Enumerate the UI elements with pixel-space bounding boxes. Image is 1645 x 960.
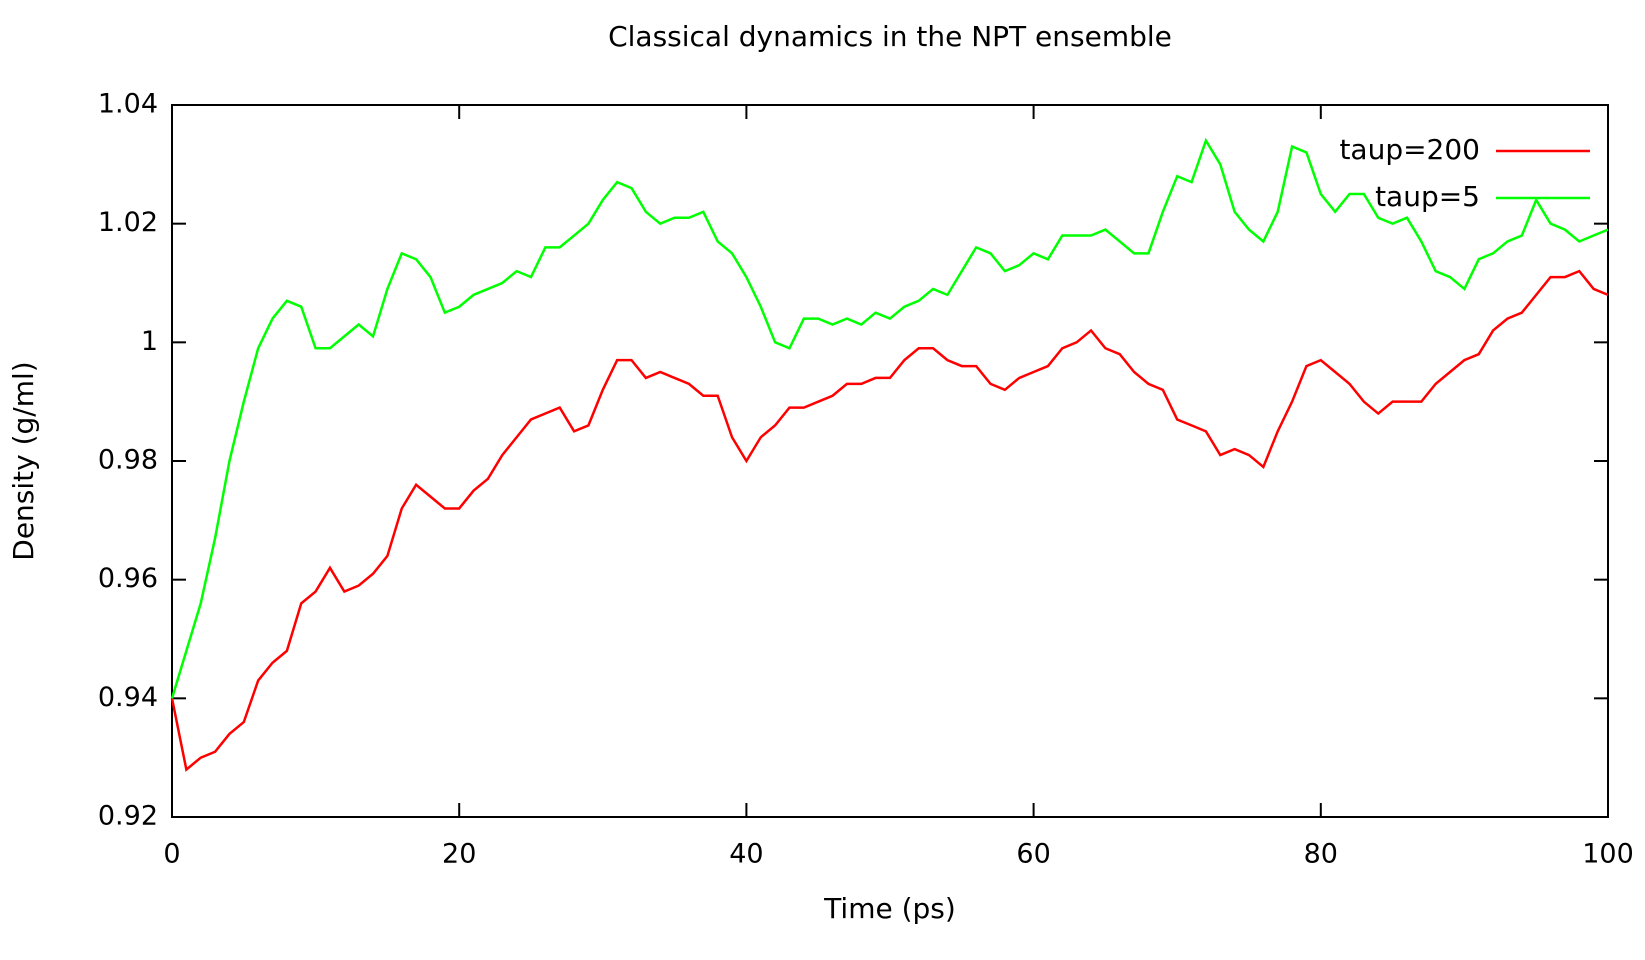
x-tick-label: 60	[1016, 839, 1050, 870]
y-tick-label: 0.92	[98, 801, 158, 832]
data-line	[170, 269, 1609, 772]
y-axis-label: Density (g/ml)	[7, 361, 40, 560]
x-tick-label: 20	[442, 839, 476, 870]
x-axis-label: Time (ps)	[823, 892, 956, 925]
chart-title: Classical dynamics in the NPT ensemble	[608, 20, 1172, 53]
x-tick-label: 0	[163, 839, 180, 870]
y-tick-label: 0.98	[98, 445, 158, 476]
x-tick-label: 80	[1304, 839, 1338, 870]
y-tick-label: 1.02	[98, 207, 158, 238]
y-tick-label: 1	[141, 326, 158, 357]
x-tick-label: 40	[729, 839, 763, 870]
y-tick-label: 0.96	[98, 563, 158, 594]
legend-label: taup=5	[1375, 180, 1480, 213]
y-tick-label: 1.04	[98, 89, 158, 120]
legend-label: taup=200	[1339, 133, 1480, 166]
data-line	[170, 137, 1609, 699]
y-tick-label: 0.94	[98, 682, 158, 713]
x-tick-label: 100	[1582, 839, 1634, 870]
